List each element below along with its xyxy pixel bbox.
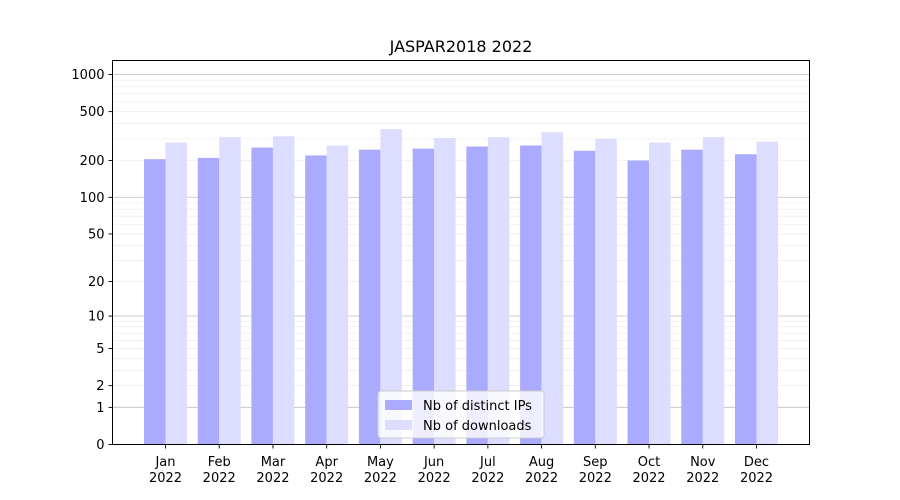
x-tick-label: 2022 [525, 471, 558, 486]
x-tick-label: Oct [638, 455, 660, 470]
bar-downloads [219, 137, 241, 445]
x-tick-label: May [367, 455, 394, 470]
bar-distinct-ips [144, 159, 166, 445]
legend-swatch [385, 420, 412, 430]
bar-distinct-ips [251, 147, 273, 445]
bar-distinct-ips [520, 145, 542, 445]
bar-downloads [595, 138, 617, 445]
bar-downloads [702, 137, 725, 445]
x-tick-label: Dec [744, 455, 769, 470]
bar-distinct-ips [466, 146, 488, 445]
y-tick-label: 2 [96, 379, 104, 394]
bar-downloads [434, 138, 456, 445]
x-tick-label: Mar [261, 455, 286, 470]
y-tick-label: 5 [96, 342, 104, 357]
x-tick-label: 2022 [740, 471, 773, 486]
bar-distinct-ips [573, 150, 596, 445]
x-tick-label: Nov [690, 455, 716, 470]
x-tick-label: 2022 [310, 471, 343, 486]
y-tick-label: 200 [80, 154, 105, 169]
bar-distinct-ips [735, 154, 757, 445]
y-tick-label: 100 [80, 191, 105, 206]
legend-label: Nb of distinct IPs [423, 399, 532, 414]
bar-downloads [756, 141, 778, 445]
y-tick-label: 1 [96, 401, 104, 416]
y-tick-label: 20 [88, 275, 105, 290]
x-tick-label: 2022 [149, 471, 182, 486]
y-axis-ticks: 0 1 2 5 10 20 50 100 200 500 1000 [71, 68, 113, 453]
y-tick-label: 500 [80, 105, 105, 120]
bar-distinct-ips [681, 149, 703, 445]
bar-downloads [272, 136, 295, 445]
x-tick-label: 2022 [632, 471, 665, 486]
bar-downloads [326, 145, 349, 445]
bar-downloads [165, 142, 187, 445]
bar-distinct-ips [358, 149, 381, 445]
x-tick-label: 2022 [686, 471, 719, 486]
bar-distinct-ips [197, 157, 220, 445]
x-tick-label: Sep [583, 455, 608, 470]
bar-distinct-ips [412, 148, 435, 445]
legend-label: Nb of downloads [423, 419, 532, 434]
x-tick-label: 2022 [203, 471, 236, 486]
x-tick-label: Aug [529, 455, 554, 470]
bar-downloads [487, 137, 510, 445]
x-tick-label: 2022 [579, 471, 612, 486]
legend: Nb of distinct IPs Nb of downloads [377, 390, 545, 439]
legend-swatch [385, 400, 412, 410]
x-tick-label: Jan [154, 455, 175, 470]
y-tick-label: 1000 [71, 68, 104, 83]
chart-title: JASPAR2018 2022 [389, 37, 533, 56]
bar-downloads [541, 132, 564, 445]
legend-box [377, 390, 545, 439]
bar-downloads [649, 142, 671, 445]
y-tick-label: 0 [96, 438, 104, 453]
y-tick-label: 10 [88, 310, 105, 325]
x-tick-label: Jun [423, 455, 444, 470]
x-tick-label: 2022 [471, 471, 504, 486]
x-tick-label: 2022 [418, 471, 451, 486]
x-tick-label: Feb [208, 455, 231, 470]
bar-distinct-ips [627, 160, 650, 445]
x-axis-ticks: Jan2022Feb2022Mar2022Apr2022May2022Jun20… [149, 444, 773, 486]
bar-downloads [380, 129, 402, 445]
x-tick-label: 2022 [256, 471, 289, 486]
x-tick-label: Jul [479, 455, 496, 470]
y-tick-label: 50 [88, 227, 105, 242]
x-tick-label: 2022 [364, 471, 397, 486]
bar-distinct-ips [305, 155, 327, 445]
bars-layer [144, 129, 778, 445]
x-tick-label: Apr [315, 455, 338, 470]
plot-frame [112, 60, 810, 445]
